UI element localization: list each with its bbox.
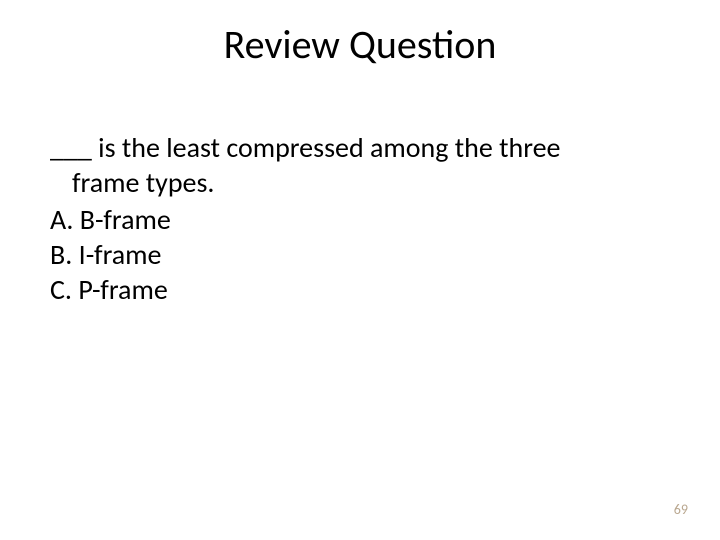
- option-letter: A.: [50, 202, 73, 237]
- option-text: B-frame: [80, 202, 171, 237]
- question-line-1: ___ is the least compressed among the th…: [50, 130, 560, 165]
- option-a: A. B-frame: [50, 202, 670, 237]
- option-letter: C.: [50, 272, 72, 307]
- option-b: B. I-frame: [50, 237, 670, 272]
- option-text: I-frame: [79, 237, 162, 272]
- option-c: C. P-frame: [50, 272, 670, 307]
- option-letter: B.: [50, 237, 72, 272]
- slide-title: Review Question: [0, 20, 720, 69]
- option-text: P-frame: [78, 272, 167, 307]
- slide: Review Question ___ is the least compres…: [0, 0, 720, 540]
- question-stem: ___ is the least compressed among the th…: [50, 130, 670, 200]
- question-line-2: frame types.: [50, 165, 670, 200]
- options-list: A. B-frame B. I-frame C. P-frame: [50, 202, 670, 307]
- slide-body: ___ is the least compressed among the th…: [50, 130, 670, 307]
- page-number: 69: [674, 501, 688, 518]
